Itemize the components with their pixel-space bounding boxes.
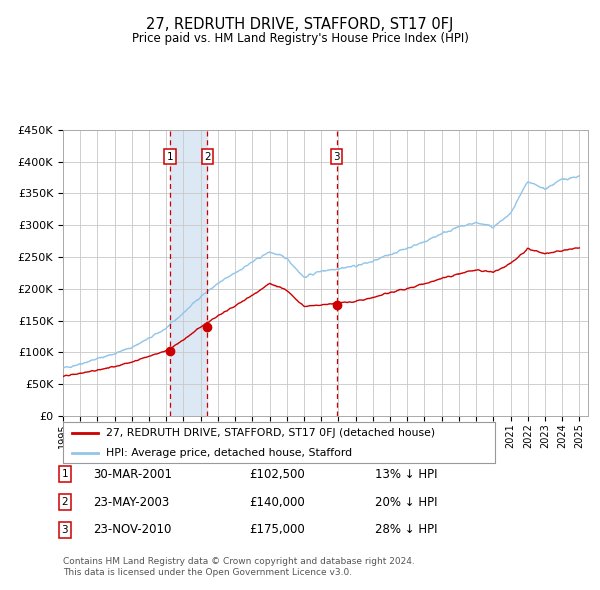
Text: 30-MAR-2001: 30-MAR-2001: [93, 468, 172, 481]
Text: 2: 2: [61, 497, 68, 507]
Text: 27, REDRUTH DRIVE, STAFFORD, ST17 0FJ: 27, REDRUTH DRIVE, STAFFORD, ST17 0FJ: [146, 17, 454, 31]
Text: £175,000: £175,000: [249, 523, 305, 536]
Text: £102,500: £102,500: [249, 468, 305, 481]
Text: £140,000: £140,000: [249, 496, 305, 509]
Text: 23-NOV-2010: 23-NOV-2010: [93, 523, 172, 536]
Text: 28% ↓ HPI: 28% ↓ HPI: [375, 523, 437, 536]
Text: 27, REDRUTH DRIVE, STAFFORD, ST17 0FJ (detached house): 27, REDRUTH DRIVE, STAFFORD, ST17 0FJ (d…: [106, 428, 436, 438]
Text: This data is licensed under the Open Government Licence v3.0.: This data is licensed under the Open Gov…: [63, 568, 352, 577]
Text: Price paid vs. HM Land Registry's House Price Index (HPI): Price paid vs. HM Land Registry's House …: [131, 32, 469, 45]
Text: 3: 3: [333, 152, 340, 162]
Text: HPI: Average price, detached house, Stafford: HPI: Average price, detached house, Staf…: [106, 448, 352, 458]
Text: Contains HM Land Registry data © Crown copyright and database right 2024.: Contains HM Land Registry data © Crown c…: [63, 558, 415, 566]
Bar: [170, 130, 208, 416]
Text: 3: 3: [61, 525, 68, 535]
Text: 1: 1: [167, 152, 174, 162]
Text: 2: 2: [204, 152, 211, 162]
Text: 23-MAY-2003: 23-MAY-2003: [93, 496, 169, 509]
Text: 13% ↓ HPI: 13% ↓ HPI: [375, 468, 437, 481]
Text: 20% ↓ HPI: 20% ↓ HPI: [375, 496, 437, 509]
Text: 1: 1: [61, 470, 68, 479]
